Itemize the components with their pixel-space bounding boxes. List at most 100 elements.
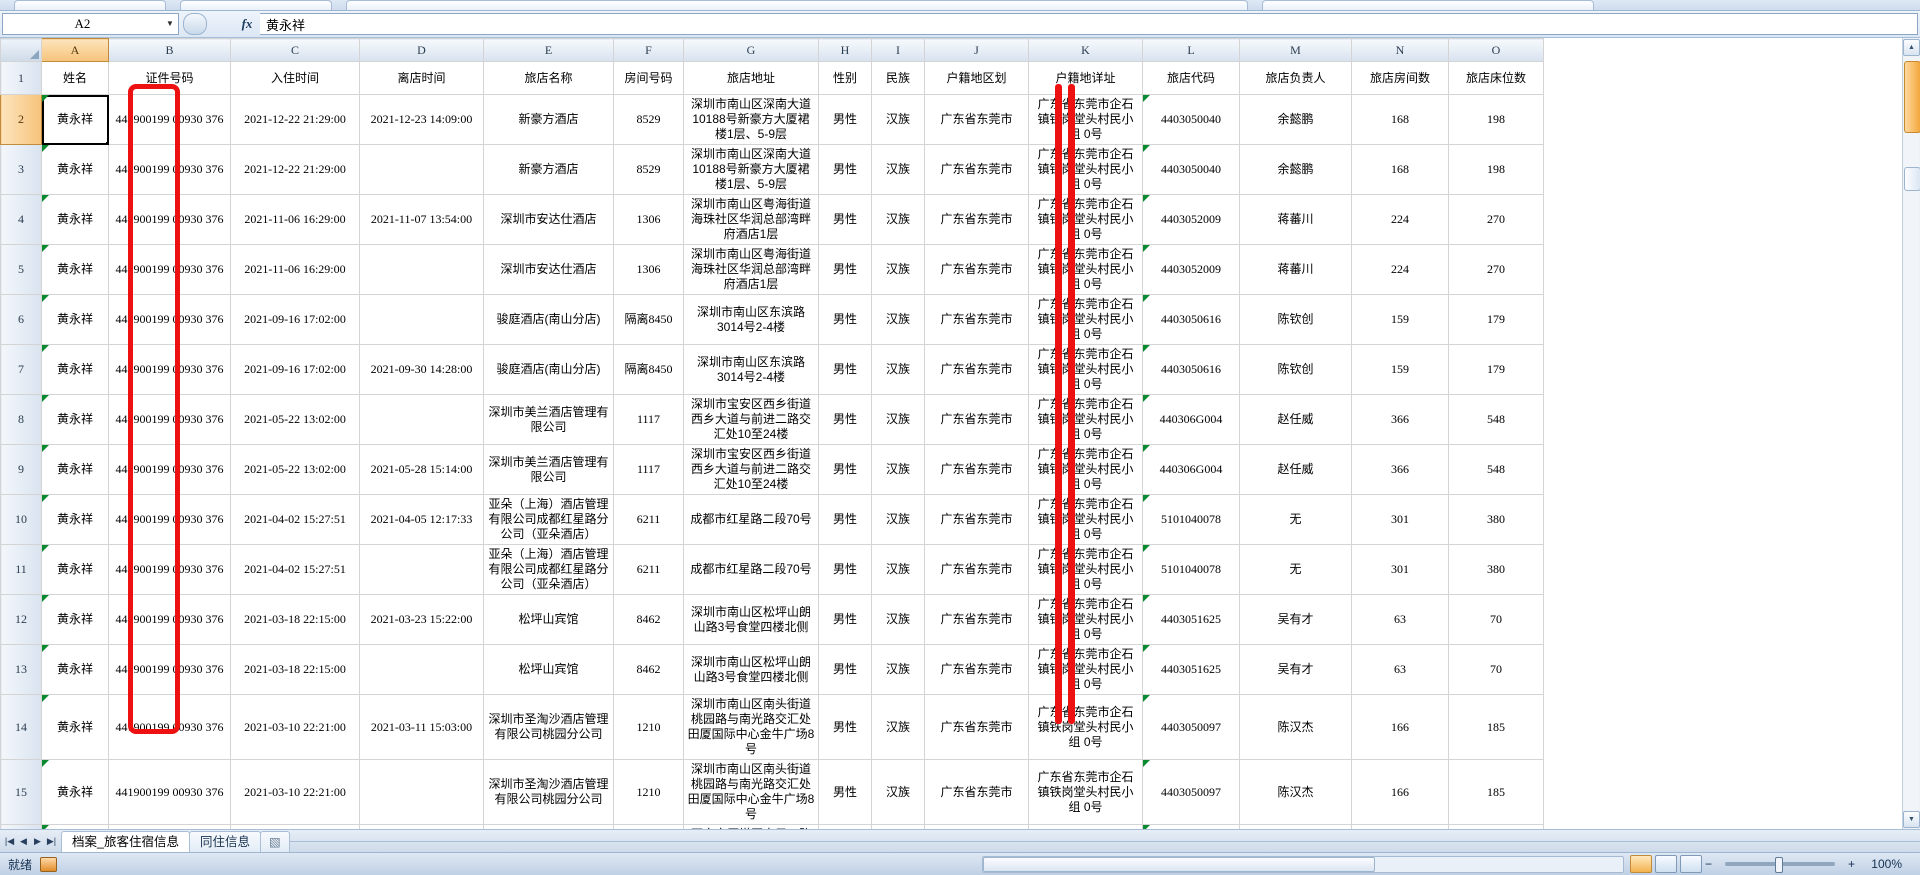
nav-last-icon[interactable]: ▶| xyxy=(46,835,57,846)
table-cell[interactable]: 2021-05-22 13:02:00 xyxy=(230,444,360,495)
table-row[interactable]: 4 黄永祥 441900199 00930 376 2021-11-06 16:29:… xyxy=(0,194,1544,245)
table-cell[interactable]: 2021-03-11 15:03:00 xyxy=(359,694,484,760)
table-cell[interactable]: 汉族 xyxy=(871,494,925,545)
table-cell[interactable]: 166 xyxy=(1351,759,1449,825)
sheet-tab-archive-guest-lodging[interactable]: 档案_旅客住宿信息 xyxy=(61,831,190,852)
table-cell[interactable]: 126 xyxy=(1351,824,1449,829)
table-row[interactable]: 14 黄永祥 441900199 00930 376 2021-03-10 22:21… xyxy=(0,694,1544,760)
cell-name[interactable]: 黄永祥 xyxy=(41,344,109,395)
table-row[interactable]: 5 黄永祥 441900199 00930 376 2021-11-06 16:29:… xyxy=(0,244,1544,295)
table-cell[interactable]: 2021-03-10 22:21:00 xyxy=(230,759,360,825)
ribbon-tab-stub[interactable] xyxy=(1262,0,1594,10)
table-cell[interactable]: 4403051625 xyxy=(1142,644,1240,695)
table-cell[interactable]: 新豪方酒店 xyxy=(483,144,614,195)
column-header-g[interactable]: G xyxy=(683,38,819,62)
table-cell[interactable]: 441900199 00930 376 xyxy=(108,394,231,445)
table-cell[interactable]: 6211 xyxy=(613,494,684,545)
table-cell[interactable]: 4403050097 xyxy=(1142,759,1240,825)
table-cell[interactable]: 4403050097 xyxy=(1142,694,1240,760)
nav-prev-icon[interactable]: ◀ xyxy=(20,835,27,846)
zoom-slider[interactable] xyxy=(1724,857,1835,873)
table-cell[interactable]: 2021-09-30 14:28:00 xyxy=(359,344,484,395)
table-cell[interactable]: 广东省东莞市 xyxy=(924,144,1029,195)
table-cell[interactable]: 深圳市圣淘沙酒店管理有限公司桃园分公司 xyxy=(483,759,614,825)
table-cell[interactable]: 2021-03-06 19:24:00 xyxy=(230,824,360,829)
table-cell[interactable]: 广东省东莞市 xyxy=(924,759,1029,825)
table-cell[interactable]: 成都市红星路二段70号 xyxy=(683,494,819,545)
field-header-cell[interactable]: 性别 xyxy=(818,61,872,95)
table-cell[interactable]: 2021-03-18 22:15:00 xyxy=(230,644,360,695)
table-cell[interactable]: 新豪方酒店 xyxy=(483,94,614,145)
table-cell[interactable]: 8529 xyxy=(613,144,684,195)
field-header-cell[interactable]: 旅店房间数 xyxy=(1351,61,1449,95)
table-row[interactable]: 13 黄永祥 441900199 00930 376 2021-03-18 22:15… xyxy=(0,644,1544,695)
table-cell[interactable]: 广东省东莞市 xyxy=(924,824,1029,829)
field-header-cell[interactable]: 旅店床位数 xyxy=(1448,61,1544,95)
table-cell[interactable]: 159 xyxy=(1351,294,1449,345)
table-cell[interactable]: 广东省东莞市企石镇铁岗堂头村民小组 0号 xyxy=(1028,759,1143,825)
table-cell[interactable]: 166 xyxy=(1351,694,1449,760)
table-cell[interactable]: 441900199 00930 376 xyxy=(108,824,231,829)
scroll-down-icon[interactable]: ▼ xyxy=(1903,811,1920,828)
table-cell[interactable]: 2021-09-16 17:02:00 xyxy=(230,344,360,395)
table-cell[interactable]: 深圳市宝安区西乡街道西乡大道与前进二路交汇处10至24楼 xyxy=(683,394,819,445)
table-cell[interactable]: 301 xyxy=(1351,544,1449,595)
table-cell[interactable]: 男性 xyxy=(818,294,872,345)
table-cell[interactable]: 深圳市宝安区西乡街道西乡大道与前进二路交汇处10至24楼 xyxy=(683,444,819,495)
table-cell[interactable]: 隔离8450 xyxy=(613,344,684,395)
cell-name[interactable]: 黄永祥 xyxy=(41,244,109,295)
table-cell[interactable]: 汉族 xyxy=(871,94,925,145)
table-cell[interactable]: 168 xyxy=(1351,144,1449,195)
vertical-scroll-track[interactable] xyxy=(1904,57,1920,810)
table-cell[interactable]: 2021-04-02 15:27:51 xyxy=(230,494,360,545)
table-cell[interactable]: 陈汉杰 xyxy=(1239,694,1352,760)
table-cell[interactable]: 185 xyxy=(1448,694,1544,760)
table-cell[interactable]: 广东省东莞市 xyxy=(924,494,1029,545)
row-header-12[interactable]: 12 xyxy=(0,594,42,645)
field-header-cell[interactable]: 旅店名称 xyxy=(483,61,614,95)
table-cell[interactable]: 吴有才 xyxy=(1239,594,1352,645)
table-cell[interactable]: 2021-04-05 12:17:33 xyxy=(359,494,484,545)
table-cell[interactable]: 4403050616 xyxy=(1142,344,1240,395)
table-cell[interactable]: 380 xyxy=(1448,494,1544,545)
table-cell[interactable]: 汉族 xyxy=(871,824,925,829)
table-cell[interactable]: 汉族 xyxy=(871,144,925,195)
table-cell[interactable]: 168 xyxy=(1351,94,1449,145)
field-header-cell[interactable]: 证件号码 xyxy=(108,61,231,95)
table-cell[interactable]: 广东省东莞市企石镇铁岗堂头村民小组 0号 xyxy=(1028,694,1143,760)
column-header-l[interactable]: L xyxy=(1142,38,1240,62)
table-cell[interactable]: 广东省东莞市企石镇铁岗堂头村民小组 0号 xyxy=(1028,444,1143,495)
zoom-in-icon[interactable]: + xyxy=(1847,857,1855,871)
column-header-m[interactable]: M xyxy=(1239,38,1352,62)
grid-viewport[interactable]: A B C D E F G H I J K L M N O 1 姓名 证件号码 入住时间 离店时间 旅店名称 房间号码 旅店… xyxy=(0,38,1902,829)
table-cell[interactable]: 深圳市南山区松坪山朗山路3号食堂四楼北侧 xyxy=(683,644,819,695)
table-cell[interactable]: 440306G004 xyxy=(1142,394,1240,445)
table-cell[interactable]: 广东省东莞市企石镇铁岗堂头村民小组 0号 xyxy=(1028,194,1143,245)
table-cell[interactable] xyxy=(359,244,484,295)
column-header-c[interactable]: C xyxy=(230,38,360,62)
table-cell[interactable]: 西安市雁塔区电子二路18号（东仪路派出所） xyxy=(683,824,819,829)
table-cell[interactable]: 270 xyxy=(1448,244,1544,295)
table-cell[interactable]: 441900199 00930 376 xyxy=(108,444,231,495)
table-cell[interactable]: 4403050040 xyxy=(1142,144,1240,195)
vertical-scroll-thumb[interactable] xyxy=(1904,61,1920,133)
table-cell[interactable]: 广东省东莞市 xyxy=(924,94,1029,145)
table-cell[interactable] xyxy=(359,394,484,445)
name-box[interactable]: A2 ▼ xyxy=(2,13,179,35)
chevron-down-icon[interactable]: ▼ xyxy=(166,19,174,28)
row-header-6[interactable]: 6 xyxy=(0,294,42,345)
horizontal-scrollbar[interactable] xyxy=(981,855,1624,873)
table-cell[interactable]: 广东省东莞市企石镇铁岗堂头村民小组 0号 xyxy=(1028,294,1143,345)
field-header-cell[interactable]: 民族 xyxy=(871,61,925,95)
table-cell[interactable]: 汉族 xyxy=(871,594,925,645)
table-cell[interactable]: 8525 xyxy=(613,824,684,829)
table-cell[interactable]: 蒋蕃川 xyxy=(1239,244,1352,295)
table-cell[interactable]: 2021-05-28 15:14:00 xyxy=(359,444,484,495)
table-row[interactable]: 6 黄永祥 441900199 00930 376 2021-09-16 17:02:… xyxy=(0,294,1544,345)
column-header-h[interactable]: H xyxy=(818,38,872,62)
cell-name[interactable]: 黄永祥 xyxy=(41,94,109,145)
record-macro-icon[interactable] xyxy=(40,856,58,872)
table-cell[interactable]: 男性 xyxy=(818,759,872,825)
row-header-7[interactable]: 7 xyxy=(0,344,42,395)
table-cell[interactable]: 广东省东莞市企石镇铁岗堂头村民小组 0号 xyxy=(1028,594,1143,645)
